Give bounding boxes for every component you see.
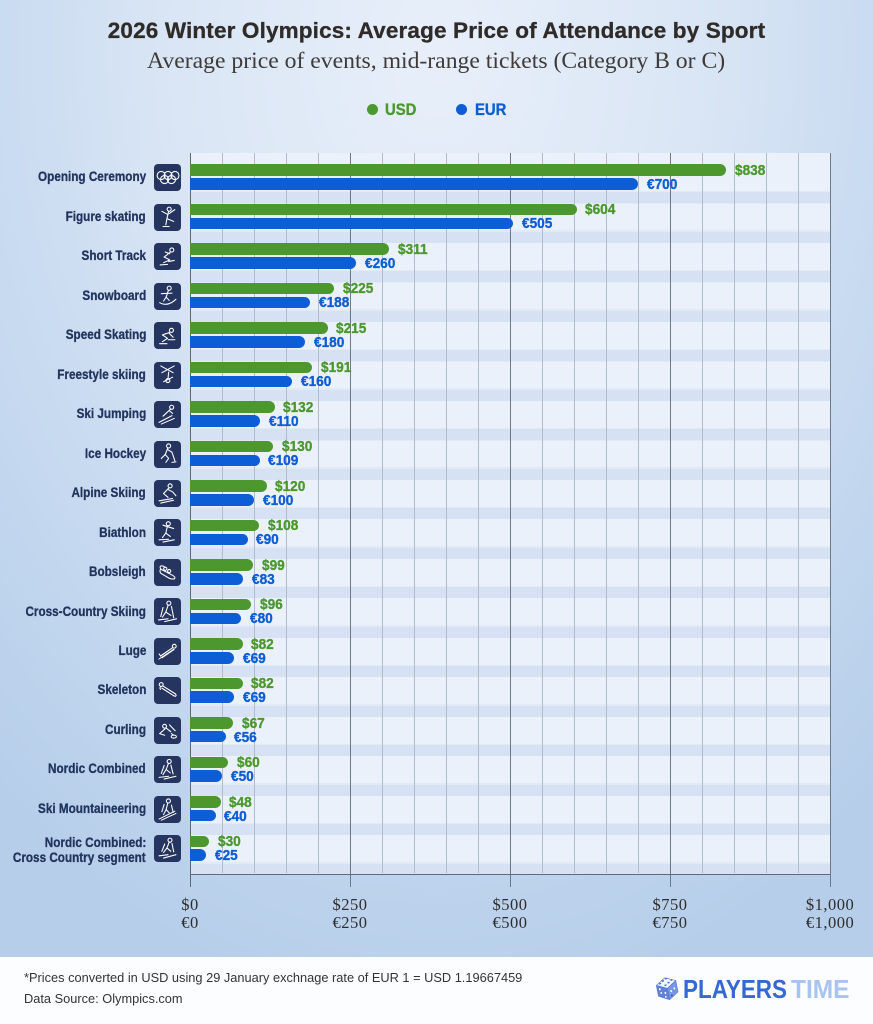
- svg-text:TIME: TIME: [791, 974, 850, 1004]
- svg-text:PLAYERS: PLAYERS: [683, 974, 787, 1004]
